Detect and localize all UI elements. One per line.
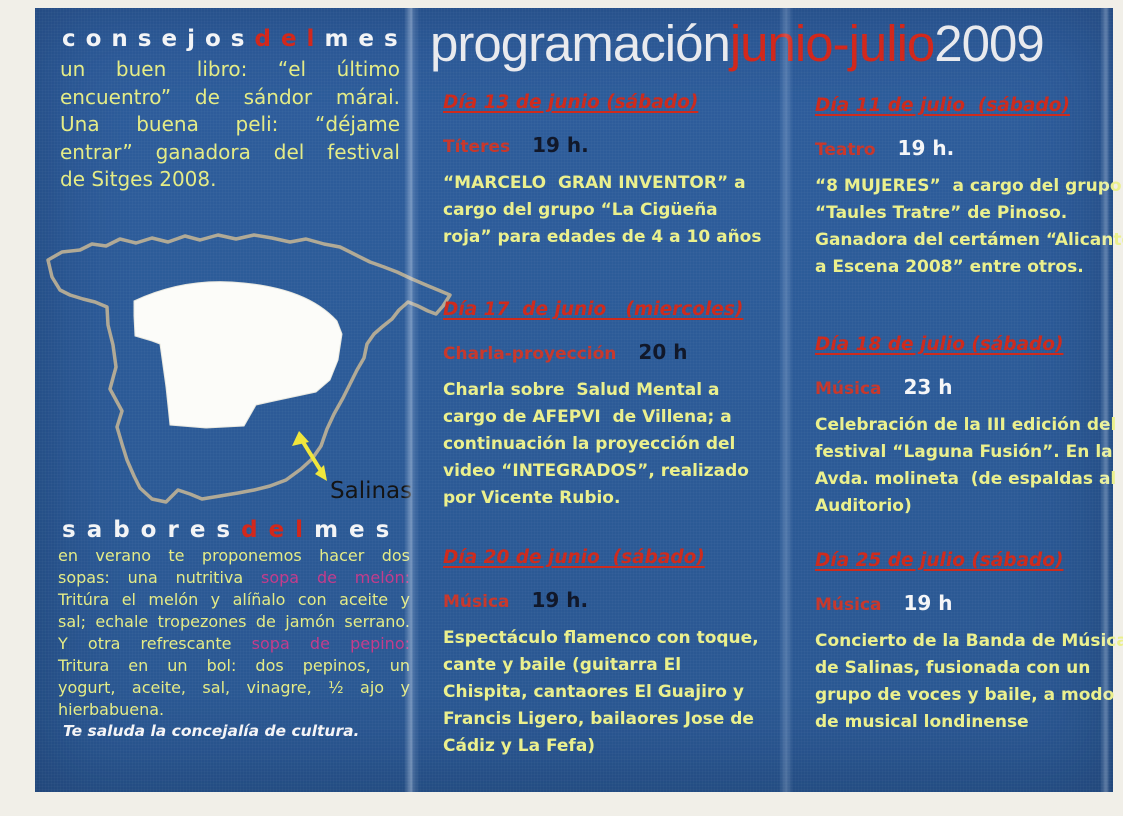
heading-word: mes <box>324 26 408 52</box>
signature-text: Te saluda la concejalía de cultura. <box>63 722 360 740</box>
event-block: Día 18 de julio (sábado) Música 23 h Cele… <box>815 334 1123 520</box>
text-line: Tritúra el melón y alíñalo con aceite y <box>58 590 410 609</box>
event-description: Celebración de la III edición del festiv… <box>815 415 1117 516</box>
highlighted-recipe-name: sopa de pepino: <box>251 634 410 653</box>
text-line: Y otra refrescante sopa de pepino: <box>58 633 410 655</box>
location-arrow-icon <box>292 431 327 481</box>
text-line: de Sitges 2008. <box>60 167 217 191</box>
event-meta: Títeres 19 h. <box>443 133 788 157</box>
text-line: hierbabuena. <box>58 700 165 719</box>
sabores-del-mes-heading: saboresdelmes <box>62 517 400 543</box>
event-meta: Charla-proyección 20 h <box>443 340 788 364</box>
title-word-months: junio-julio <box>729 15 935 72</box>
spain-outline <box>46 233 452 504</box>
event-description: Concierto de la Banda de Música de Salin… <box>815 631 1123 732</box>
event-time: 19 h. <box>532 133 589 157</box>
page-title: programaciónjunio-julio2009 <box>430 14 1045 73</box>
event-description: Espectáculo flamenco con toque, cante y … <box>443 628 759 756</box>
heading-word: del <box>254 26 325 52</box>
event-meta: Música 23 h <box>815 375 1123 399</box>
text-line: Una buena peli: “déjame <box>60 112 400 136</box>
heading-word: consejos <box>62 26 255 52</box>
text-line: sal; echale tropezones de jamón serrano. <box>58 612 410 631</box>
event-meta: Música 19 h <box>815 591 1123 615</box>
event-block: Día 13 de junio (sábado) Títeres 19 h. “M… <box>443 92 788 251</box>
event-day-heading: Día 13 de junio (sábado) <box>443 92 699 113</box>
event-meta: Música 19 h. <box>443 588 788 612</box>
heading-word: mes <box>314 517 401 543</box>
map-highlight-region <box>133 281 343 429</box>
event-category: Charla-proyección <box>443 344 617 364</box>
event-block: Día 25 de julio (sábado) Música 19 h Conc… <box>815 550 1123 736</box>
text-line: encuentro” de sándor márai. <box>60 84 400 109</box>
consejos-body-text: un buen libro: “el último encuentro” de … <box>60 56 400 194</box>
title-word-program: programación <box>430 15 731 72</box>
event-day-heading: Día 18 de julio (sábado) <box>815 334 1064 355</box>
event-meta: Teatro 19 h. <box>815 136 1123 160</box>
event-day-heading: Día 25 de julio (sábado) <box>815 550 1064 571</box>
event-day-heading: Día 17 de junio (miercoles) <box>443 299 744 320</box>
event-time: 19 h. <box>897 136 955 160</box>
event-description: Charla sobre Salud Mental a cargo de AFE… <box>443 380 749 508</box>
sabores-body-text: en verano te proponemos hacer dos sopas:… <box>58 545 410 721</box>
event-category: Música <box>443 592 510 612</box>
event-time: 19 h <box>903 591 953 615</box>
highlighted-recipe-name: sopa de melón: <box>261 568 410 587</box>
event-time: 20 h <box>638 340 688 364</box>
event-time: 19 h. <box>531 588 589 612</box>
event-category: Música <box>815 595 882 615</box>
consejos-del-mes-heading: consejosdelmes <box>62 26 408 52</box>
event-day-heading: Día 11 de julio (sábado) <box>815 95 1070 116</box>
event-description: “MARCELO GRAN INVENTOR” a cargo del grup… <box>443 173 762 247</box>
event-day-heading: Día 20 de junio (sábado) <box>443 547 705 568</box>
event-block: Día 20 de junio (sábado) Música 19 h. Esp… <box>443 547 788 760</box>
event-category: Títeres <box>443 137 511 157</box>
title-word-year: 2009 <box>934 15 1044 72</box>
text-line: entrar” ganadora del festival <box>60 139 400 164</box>
text-segment: Y otra refrescante <box>58 634 252 653</box>
heading-word: sabores <box>62 517 242 543</box>
event-time: 23 h <box>903 375 953 399</box>
event-block: Día 17 de junio (miercoles) Charla-proye… <box>443 299 788 512</box>
event-category: Teatro <box>815 140 876 160</box>
event-block: Día 11 de julio (sábado) Teatro 19 h. “8 … <box>815 95 1123 281</box>
text-line: en verano te proponemos hacer dos <box>58 546 410 565</box>
text-line: un buen libro: “el último <box>60 57 400 81</box>
text-line: Tritura en un bol: dos pepinos, un <box>58 656 410 675</box>
event-description: “8 MUJERES” a cargo del grupo “Taules Tr… <box>815 176 1123 277</box>
brochure-sheet <box>35 8 1113 792</box>
spain-map: Salinas <box>46 233 452 504</box>
heading-word: del <box>241 517 315 543</box>
text-segment: sopas: una nutritiva <box>58 568 262 587</box>
event-category: Música <box>815 379 882 399</box>
map-location-label: Salinas <box>330 478 412 504</box>
text-line: sopas: una nutritiva sopa de melón: <box>58 567 410 589</box>
text-line: yogurt, aceite, sal, vinagre, ½ ajo y <box>58 678 410 697</box>
